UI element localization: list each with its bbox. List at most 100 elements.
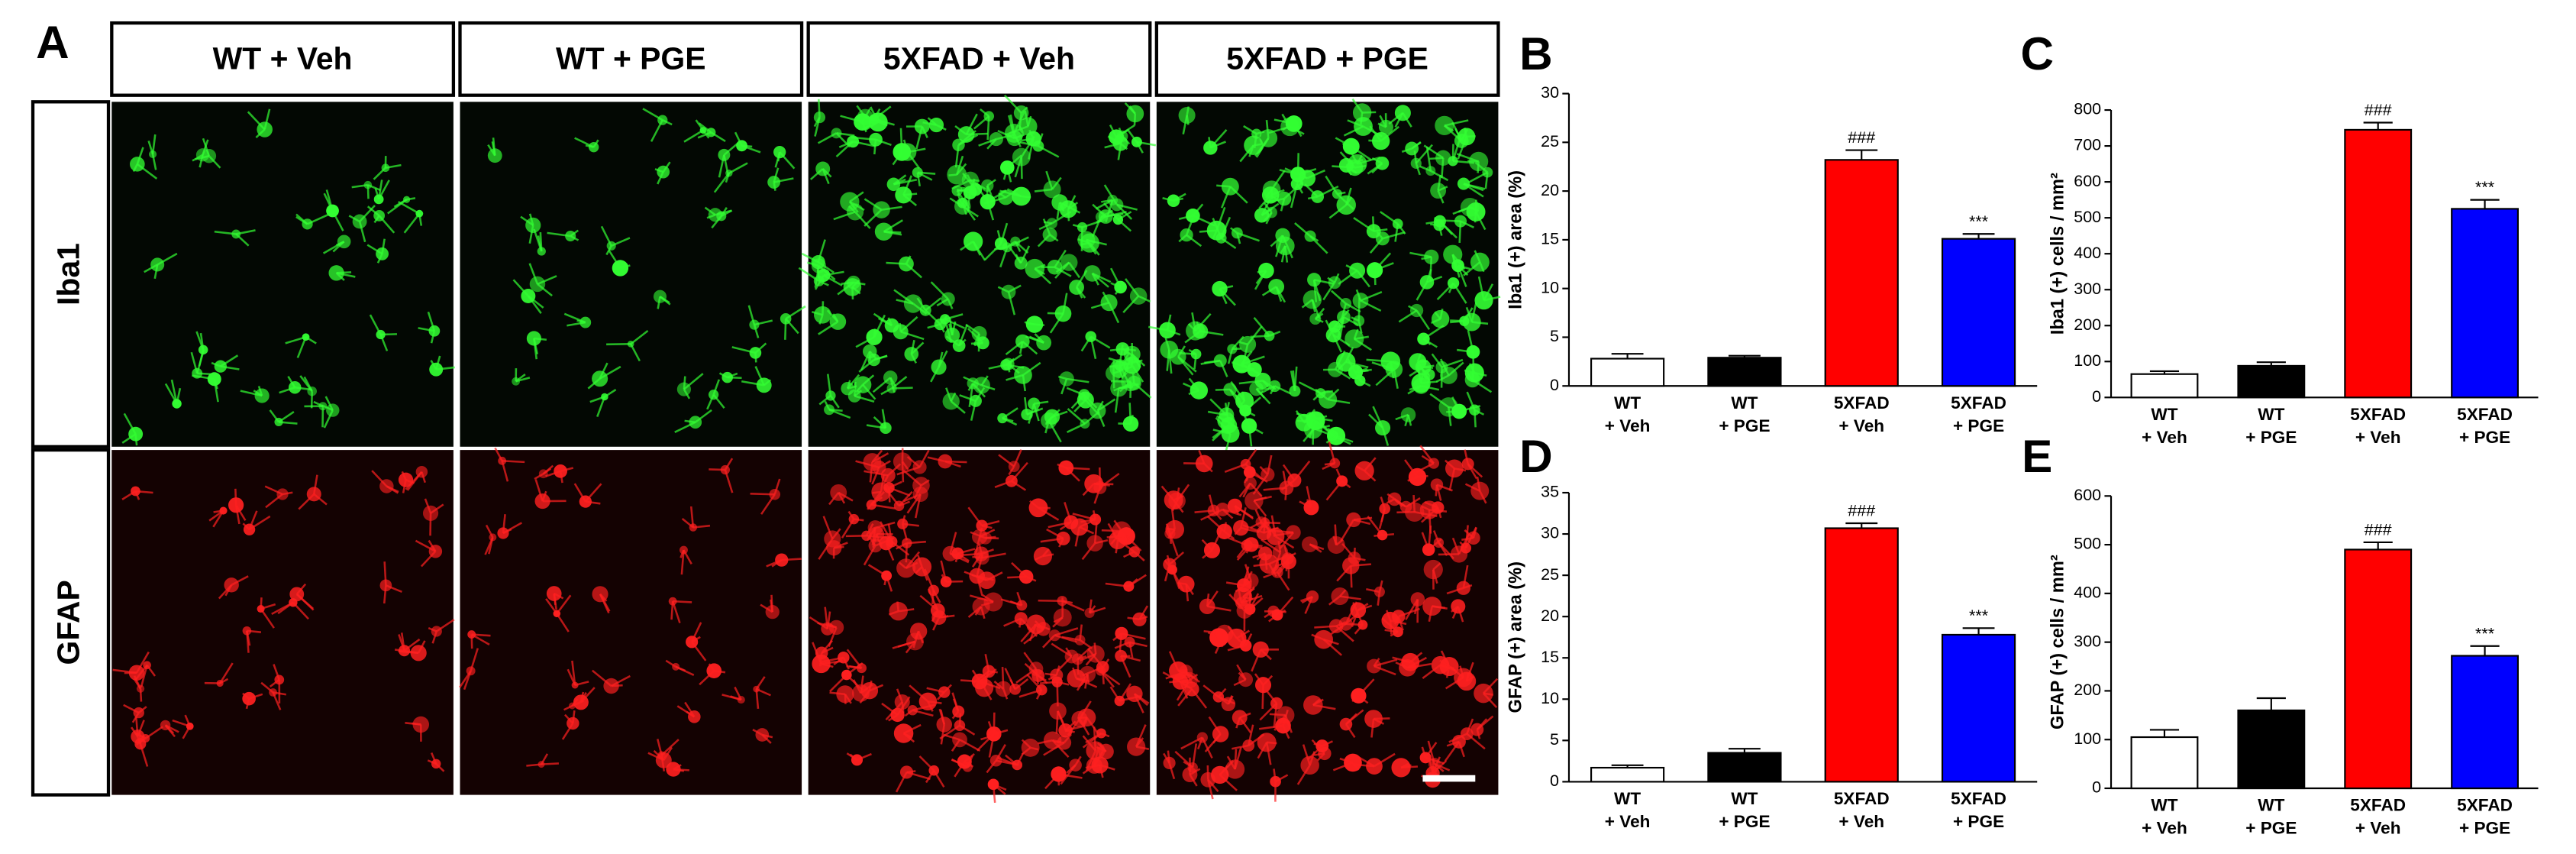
- cell-process: [131, 712, 140, 723]
- cell-process: [1055, 710, 1059, 734]
- cell-process: [359, 205, 376, 222]
- cell-process: [1307, 196, 1318, 200]
- cell-process: [754, 342, 767, 354]
- x-tick-label: + Veh: [2142, 819, 2187, 838]
- cell-process: [1254, 673, 1264, 686]
- cell-process: [880, 474, 885, 493]
- cell-process: [1255, 137, 1270, 158]
- cell-process: [1306, 169, 1325, 180]
- cell-process: [1333, 273, 1340, 283]
- cell-process: [956, 189, 970, 209]
- cell-process: [202, 137, 211, 157]
- cell-process: [930, 366, 940, 383]
- cell-process: [1054, 266, 1072, 277]
- cell-process: [1083, 394, 1098, 409]
- cell-process: [875, 521, 896, 529]
- significance: ###: [1848, 128, 1875, 147]
- cell-process: [1208, 494, 1215, 511]
- cell-process: [1025, 335, 1044, 344]
- cell-process: [1405, 497, 1421, 508]
- cell-process: [959, 724, 976, 736]
- cell-process: [821, 646, 834, 655]
- cell-process: [1474, 161, 1489, 173]
- cell-process: [279, 386, 295, 394]
- cell-process: [1236, 664, 1247, 681]
- y-tick-label: 700: [2074, 136, 2101, 154]
- cell-process: [684, 419, 696, 424]
- cell-process: [1073, 399, 1086, 412]
- x-tick-label: 5XFAD: [1951, 393, 2006, 412]
- cell-process: [1477, 161, 1480, 173]
- cell-process: [1273, 714, 1286, 731]
- cell-process: [1364, 470, 1377, 482]
- cell-process: [1183, 761, 1193, 768]
- cell-process: [1238, 380, 1264, 385]
- panel-label: A: [36, 16, 69, 68]
- cell-process: [730, 695, 742, 701]
- bar: [1824, 527, 1899, 783]
- cell-process: [1138, 295, 1151, 302]
- cell-process: [1266, 691, 1278, 704]
- cell-process: [157, 252, 178, 266]
- cell-process: [1079, 639, 1093, 649]
- cell-process: [903, 192, 918, 196]
- cell-process: [817, 132, 838, 144]
- cell-process: [1089, 607, 1106, 614]
- cell-process: [1336, 564, 1352, 582]
- cell-process: [1204, 359, 1221, 364]
- cell-process: [571, 660, 576, 686]
- cell-process: [927, 456, 946, 463]
- cell-process: [1338, 270, 1358, 285]
- cell-process: [814, 274, 825, 290]
- cell-process: [1270, 170, 1286, 190]
- cell-process: [1196, 737, 1204, 750]
- cell-process: [1457, 741, 1465, 758]
- cell-process: [1432, 756, 1441, 774]
- cell-process: [1301, 299, 1313, 309]
- cell-process: [1189, 768, 1201, 776]
- cell-process: [861, 121, 867, 133]
- cell-process: [1211, 528, 1223, 551]
- cell-process: [1422, 664, 1441, 679]
- cell-process: [1026, 408, 1040, 416]
- cell-process: [676, 705, 696, 718]
- cell-process: [528, 263, 539, 285]
- cell-process: [957, 324, 968, 347]
- cell-process: [760, 493, 776, 515]
- cell-process: [1463, 183, 1484, 198]
- cell-process: [1300, 596, 1313, 602]
- cell-process: [260, 608, 275, 629]
- cell-process: [801, 252, 819, 264]
- cell-process: [1178, 215, 1193, 220]
- cell-process: [1437, 190, 1445, 204]
- cell-signal: [940, 576, 952, 587]
- cell-process: [247, 629, 262, 633]
- cell-process: [1339, 589, 1347, 597]
- cell-process: [1343, 125, 1364, 137]
- cell-process: [829, 674, 847, 693]
- cell-process: [1236, 232, 1241, 244]
- cell-process: [821, 662, 834, 668]
- cell-process: [994, 246, 1008, 251]
- bar: [1941, 633, 2016, 783]
- cell-process: [1273, 768, 1277, 782]
- y-tick-label: 15: [1541, 648, 1559, 666]
- cell-process: [969, 178, 976, 193]
- cell-process: [662, 161, 671, 173]
- cell-process: [403, 638, 421, 652]
- cell-process: [269, 678, 280, 687]
- cell-process: [1390, 619, 1407, 626]
- row-label-box: [31, 100, 111, 448]
- cell-process: [1251, 649, 1262, 672]
- cell-process: [899, 315, 918, 333]
- cell-process: [592, 139, 599, 148]
- cell-process: [1234, 749, 1238, 770]
- column-header-box: [458, 21, 804, 97]
- cell-process: [1439, 659, 1450, 668]
- cell-process: [964, 753, 975, 763]
- cell-process: [673, 768, 685, 772]
- cell-process: [1078, 718, 1090, 736]
- cell-process: [881, 205, 902, 211]
- cell-process: [1437, 174, 1441, 191]
- cell-process: [1070, 394, 1085, 409]
